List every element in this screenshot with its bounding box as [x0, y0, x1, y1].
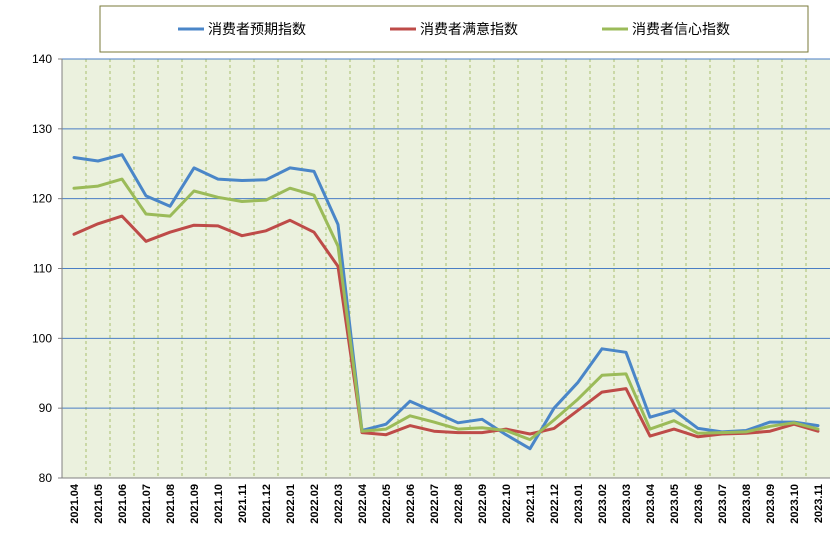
- y-tick-label: 120: [32, 192, 52, 206]
- legend: 消费者预期指数 消费者满意指数 消费者信心指数: [99, 5, 809, 53]
- x-tick-label: 2021.07: [141, 484, 153, 524]
- x-tick-label: 2023.05: [669, 484, 681, 524]
- legend-label: 消费者预期指数: [208, 22, 306, 38]
- legend-box: [99, 5, 809, 53]
- x-tick-label: 2021.11: [237, 484, 249, 523]
- x-tick-label: 2023.10: [789, 484, 801, 524]
- x-tick-label: 2022.09: [477, 484, 489, 524]
- y-tick-label: 80: [39, 471, 53, 485]
- series-line: [72, 214, 820, 439]
- x-tick-label: 2021.09: [189, 484, 201, 524]
- x-tick-label: 2021.12: [261, 484, 273, 524]
- x-tick-label: 2022.05: [381, 484, 393, 524]
- x-tick-label: 2022.04: [357, 483, 369, 524]
- x-tick-label: 2022.03: [333, 484, 345, 524]
- x-tick-label: 2023.04: [645, 483, 657, 524]
- x-tick-label: 2023.06: [693, 484, 705, 524]
- x-axis-tick-labels: 2021.04 2021.05 2021.06 2021.07 2021.08 2021.…: [69, 483, 825, 524]
- x-tick-label: 2022.08: [453, 484, 465, 524]
- x-tick-label: 2021.10: [213, 484, 225, 524]
- x-tick-label: 2023.07: [717, 484, 729, 524]
- x-tick-label: 2023.02: [597, 484, 609, 524]
- y-tick-label: 140: [32, 52, 52, 66]
- series-line: [72, 177, 820, 442]
- x-tick-label: 2022.06: [405, 484, 417, 524]
- x-tick-label: 2022.01: [285, 484, 297, 524]
- x-tick-label: 2022.07: [429, 484, 441, 524]
- x-tick-label: 2022.11: [525, 484, 537, 523]
- y-tick-label: 100: [32, 331, 52, 345]
- x-tick-label: 2023.01: [573, 484, 585, 524]
- series-lines: [72, 153, 820, 451]
- y-tick-label: 90: [39, 401, 53, 415]
- x-tick-label: 2023.03: [621, 484, 633, 524]
- x-tick-label: 2022.10: [501, 484, 513, 524]
- y-axis-tick-labels: 80 90 100 110 120 130 140: [32, 52, 52, 485]
- x-tick-label: 2022.12: [549, 484, 561, 524]
- y-tick-label: 130: [32, 122, 52, 136]
- series-line: [72, 153, 820, 451]
- x-tick-label: 2023.08: [741, 484, 753, 524]
- x-tick-label: 2021.08: [165, 484, 177, 524]
- x-tick-label: 2022.02: [309, 484, 321, 524]
- x-tick-label: 2021.04: [69, 483, 81, 524]
- x-tick-label: 2023.11: [813, 484, 825, 523]
- horizontal-gridlines: [58, 58, 830, 479]
- x-tick-label: 2021.06: [117, 484, 129, 524]
- x-tick-label: 2021.05: [93, 484, 105, 524]
- legend-label: 消费者信心指数: [632, 22, 730, 38]
- y-tick-label: 110: [33, 262, 52, 276]
- x-tick-label: 2023.09: [765, 484, 777, 524]
- legend-label: 消费者满意指数: [420, 21, 518, 38]
